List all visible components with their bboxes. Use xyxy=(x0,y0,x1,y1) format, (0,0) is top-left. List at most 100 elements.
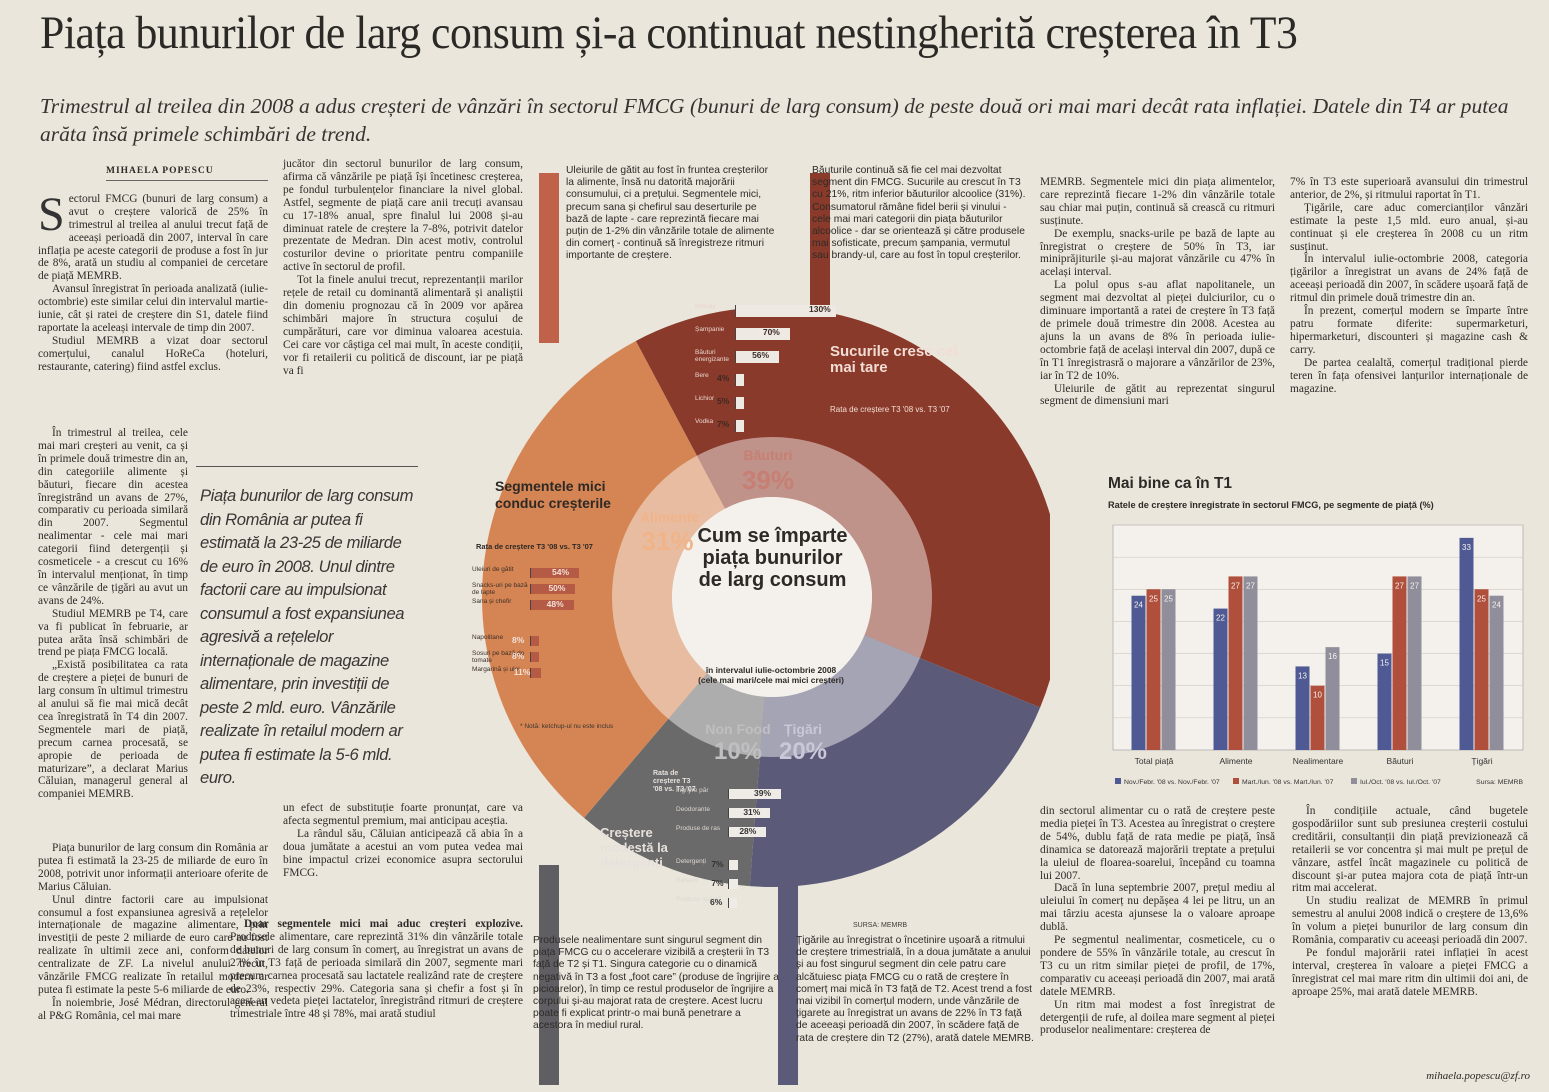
chart-legend-swatch xyxy=(1351,778,1357,784)
chart-bar xyxy=(1161,589,1176,750)
col6-p5: De partea cealaltă, comerțul tradițional… xyxy=(1290,356,1528,395)
chart-legend-label: Iul./Oct. '08 vs. Iul./Oct. '07 xyxy=(1360,779,1441,786)
panel-bar xyxy=(530,584,576,594)
label-tigari-share: 20% xyxy=(778,738,828,765)
panel-row-label: Detergenți xyxy=(676,858,706,865)
col5-p3: La polul opus s-au aflat napolitanele, u… xyxy=(1040,279,1275,382)
panel-row: Sana și chefir 48% xyxy=(472,598,620,612)
panel-row-label: Îngrijire păr xyxy=(676,787,709,794)
panel-row-label: Sosuri pe bază de tomate xyxy=(472,650,525,664)
donut-segment-3 xyxy=(482,340,726,818)
col1-p6: „Există posibilitatea ca rata de creșter… xyxy=(38,659,188,801)
label-bauturi-share: 39% xyxy=(741,465,795,495)
panel-bar xyxy=(735,305,836,317)
strip-food xyxy=(539,173,559,343)
chart-bar xyxy=(1310,685,1325,750)
donut-source: SURSA: MEMRB xyxy=(853,922,908,929)
panel-row-value: 70% xyxy=(762,327,780,337)
drinks-panel-title: Sucurile cresc cel mai tare xyxy=(830,343,958,376)
panel-row-label: Produse toaletă xyxy=(676,896,722,903)
col2-p1: jucător din sectorul bunurilor de larg c… xyxy=(283,158,523,274)
panel-row-label: Bere xyxy=(695,372,709,379)
deck: Trimestrul al treilea din 2008 a adus cr… xyxy=(40,94,1509,146)
col6-p2: Țigările, care aduc comercianților vânză… xyxy=(1290,201,1528,253)
panel-row-label: Produse de ras xyxy=(676,825,721,832)
chart-data-label: 25 xyxy=(1149,594,1158,603)
panel-row: Șampanie 70% xyxy=(695,326,835,342)
chart-data-label: 16 xyxy=(1328,652,1337,661)
col1-p1: ectorul FMCG (bunuri de larg consum) a a… xyxy=(38,192,268,283)
quote-rule xyxy=(196,466,418,467)
col5b-p4: Un ritm mai modest a fost înregistrat de… xyxy=(1040,998,1275,1037)
panel-row-value: 39% xyxy=(754,788,772,798)
chart-subtitle: Ratele de creștere înregistrate în secto… xyxy=(1108,500,1434,510)
chart-category-label: Țigări xyxy=(1471,756,1492,766)
strip-tobacco xyxy=(778,865,798,1085)
drinks-panel-subtitle: Rata de creștere T3 '08 vs. T3 '07 xyxy=(830,405,950,414)
col5-p4: Uleiurile de gătit au reprezentat singur… xyxy=(1040,382,1275,408)
column-6: 7% în T3 este superioară avansului din t… xyxy=(1290,176,1528,395)
panel-row-value: 28% xyxy=(739,826,757,836)
chart-bar xyxy=(1243,576,1258,750)
donut-inner-band-1 xyxy=(759,635,920,757)
panel-row: Sosuri pe bază de tomate 8% xyxy=(472,650,620,664)
pull-quote: Piața bunurilor de larg consum din Român… xyxy=(200,486,414,787)
food-panel-subtitle: Rata de creștere T3 '08 vs. T3 '07 xyxy=(476,542,593,551)
panel-row: Îngrijire păr 39% xyxy=(676,787,784,801)
dropcap: S xyxy=(38,187,65,241)
col2-p5: Produsele alimentare, care reprezintă 31… xyxy=(230,930,523,1021)
donut-center-sub: în intervalul iulie-octombrie 2008 (cele… xyxy=(676,665,866,685)
strip-drinks xyxy=(810,173,830,343)
panel-row: Snacks-uri pe bază de lapte 50% xyxy=(472,582,620,596)
donut-center-sub2: (cele mai mari/cele mai mici creșteri) xyxy=(698,675,844,685)
panel-row: Margarină și ulei 11% xyxy=(472,666,620,680)
label-nonfood-share: 10% xyxy=(713,738,763,765)
chart-legend-swatch xyxy=(1115,778,1121,784)
column-1-narrow: În trimestrul al treilea, cele mai mari … xyxy=(38,427,188,801)
nonfood-bars: Îngrijire păr 39% Deodorante 31% Produse de … xyxy=(676,787,784,922)
donut-inner-band-2 xyxy=(668,673,765,757)
headline: Piața bunurilor de larg consum și-a cont… xyxy=(40,7,1298,59)
col1-p3: Studiul MEMRB a vizat doar sectorul come… xyxy=(38,334,268,373)
drinks-bars: Brandy 130% Șampanie 70% Băuturi energizante… xyxy=(695,303,836,438)
panel-bar xyxy=(530,652,539,662)
chart-category-label: Alimente xyxy=(1219,756,1252,766)
col6b-p1: În condițiile actuale, când bugetele gos… xyxy=(1292,805,1528,895)
panel-bar xyxy=(728,898,737,908)
note-drinks: Băuturile continuă să fie cel mai dezvol… xyxy=(812,165,1026,262)
panel-bar xyxy=(735,351,780,363)
col1-p7: Piața bunurilor de larg consum din Român… xyxy=(38,842,268,893)
panel-row-label: Snacks-uri pe bază de lapte xyxy=(472,582,528,596)
panel-row-label: Șampanie xyxy=(695,326,725,333)
panel-row-value: 7% xyxy=(711,859,724,869)
col1-p9: În noiembrie, José Médran, directorul ge… xyxy=(38,996,268,1022)
chart-legend-label: Mart./Iun. '08 vs. Mart./Iun. '07 xyxy=(1242,779,1334,786)
col2-p2: Tot la finele anului trecut, reprezentan… xyxy=(283,274,523,377)
nonfood-panel-subtitle: Rata de creștere T3 '08 vs. T3 '07 xyxy=(653,770,696,793)
panel-row-label: Deodorante xyxy=(676,806,710,813)
chart-bar xyxy=(1325,647,1340,750)
chart-data-label: 27 xyxy=(1231,581,1240,590)
panel-row-value: 5% xyxy=(717,396,730,406)
chart-bar xyxy=(1474,589,1489,750)
chart-data-label: 27 xyxy=(1395,581,1404,590)
panel-row: Produse de ras 28% xyxy=(676,825,784,839)
col5-p2: De exemplu, snacks-urile pe bază de lapt… xyxy=(1040,227,1275,279)
chart-category-label: Băuturi xyxy=(1387,756,1414,766)
panel-row-value: 48% xyxy=(546,599,564,609)
panel-row-label: Lichior xyxy=(695,395,715,402)
column-2-bottom: un efect de substituție foarte pronunțat… xyxy=(283,802,523,879)
panel-bar xyxy=(728,827,767,837)
panel-row-label: Vodka xyxy=(695,418,714,425)
panel-row-value: 54% xyxy=(552,567,570,577)
panel-row-label: Sana și chefir xyxy=(472,598,512,605)
panel-row-value: 50% xyxy=(548,583,566,593)
col6-p3: În intervalul iulie-octombrie 2008, cate… xyxy=(1290,253,1528,305)
panel-row-label: Margarină și ulei xyxy=(472,666,520,673)
panel-bar xyxy=(728,808,771,818)
panel-row-label: Uleiuri de gătit xyxy=(472,566,514,573)
col6b-p2: Un studiu realizat de MEMRB în primul se… xyxy=(1292,895,1528,947)
panel-row-label: Balsam xyxy=(676,877,698,884)
panel-row-value: 11% xyxy=(513,667,531,677)
donut-center-title: Cum se împarte piața bunurilor de larg c… xyxy=(697,525,848,591)
